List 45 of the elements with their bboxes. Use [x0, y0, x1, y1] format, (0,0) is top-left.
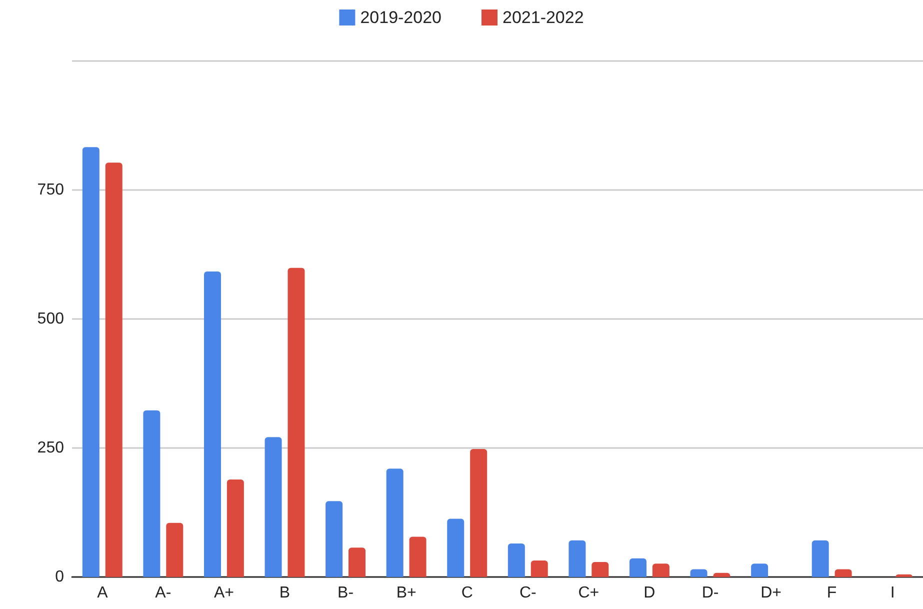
bar: [568, 540, 586, 577]
bar: [326, 501, 343, 577]
legend-label: 2019-2020: [360, 8, 442, 27]
y-tick-label: 0: [55, 568, 64, 586]
x-tick-label: D: [644, 584, 656, 602]
bar: [812, 540, 829, 577]
bar: [82, 147, 100, 577]
x-tick-label: D+: [760, 584, 782, 602]
x-tick-label: I: [890, 584, 895, 602]
bar: [226, 479, 244, 577]
y-tick-label: 250: [37, 440, 64, 456]
bar: [447, 518, 464, 577]
bar: [143, 410, 160, 577]
bar: [386, 468, 404, 577]
x-tick-label: D-: [702, 584, 719, 602]
x-tick-label: A: [97, 584, 108, 602]
bar: [105, 162, 122, 577]
bar: [652, 564, 670, 577]
x-tick-label: A+: [214, 584, 234, 602]
bar: [204, 272, 221, 577]
bar: [592, 562, 609, 577]
x-tick-label: C: [461, 584, 473, 602]
bar: [508, 543, 525, 577]
bar: [751, 564, 768, 577]
bar: [530, 560, 548, 577]
bar: [409, 536, 426, 577]
y-tick-label: 750: [37, 182, 64, 198]
x-tick-label: F: [826, 584, 837, 602]
x-tick-label: A-: [155, 584, 172, 602]
legend-label: 2021-2022: [502, 8, 584, 27]
bar: [348, 548, 366, 577]
x-tick-label: C+: [578, 584, 600, 602]
bar: [629, 558, 646, 577]
bar: [166, 522, 184, 577]
y-tick-label: 500: [37, 310, 64, 328]
bar: [690, 569, 708, 577]
x-tick-label: B+: [396, 584, 416, 602]
bar: [288, 268, 305, 577]
x-tick-label: B: [279, 584, 290, 602]
bar: [713, 572, 730, 577]
x-tick-label: C-: [519, 584, 536, 602]
bar: [264, 437, 282, 577]
bar: [470, 449, 488, 577]
x-tick-label: B-: [338, 584, 354, 602]
bar: [834, 569, 852, 577]
